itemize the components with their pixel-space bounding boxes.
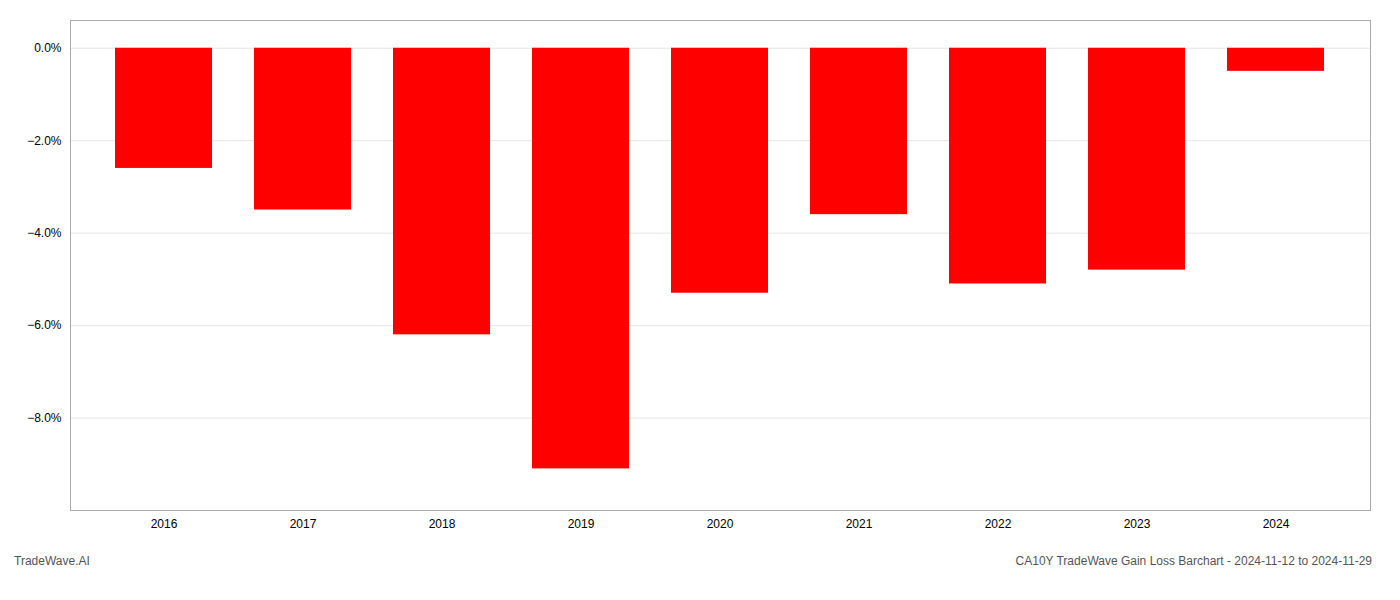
svg-text:−6.0%: −6.0% [27, 318, 62, 332]
svg-text:2020: 2020 [707, 517, 734, 531]
html-text:TradeWave.AI: TradeWave.AI [14, 554, 90, 568]
svg-text:2021: 2021 [846, 517, 873, 531]
svg-text:2019: 2019 [568, 517, 595, 531]
svg-text:−8.0%: −8.0% [27, 411, 62, 425]
html-text:CA10Y TradeWave Gain Loss Barc: CA10Y TradeWave Gain Loss Barchart - 202… [1015, 554, 1372, 568]
svg-text:2024: 2024 [1263, 517, 1290, 531]
svg-text:2016: 2016 [151, 517, 178, 531]
svg-text:0.0%: 0.0% [34, 41, 62, 55]
svg-text:2018: 2018 [429, 517, 456, 531]
svg-text:−2.0%: −2.0% [27, 134, 62, 148]
svg-text:2017: 2017 [290, 517, 317, 531]
svg-text:−4.0%: −4.0% [27, 226, 62, 240]
svg-text:2023: 2023 [1124, 517, 1151, 531]
svg-text:2022: 2022 [985, 517, 1012, 531]
